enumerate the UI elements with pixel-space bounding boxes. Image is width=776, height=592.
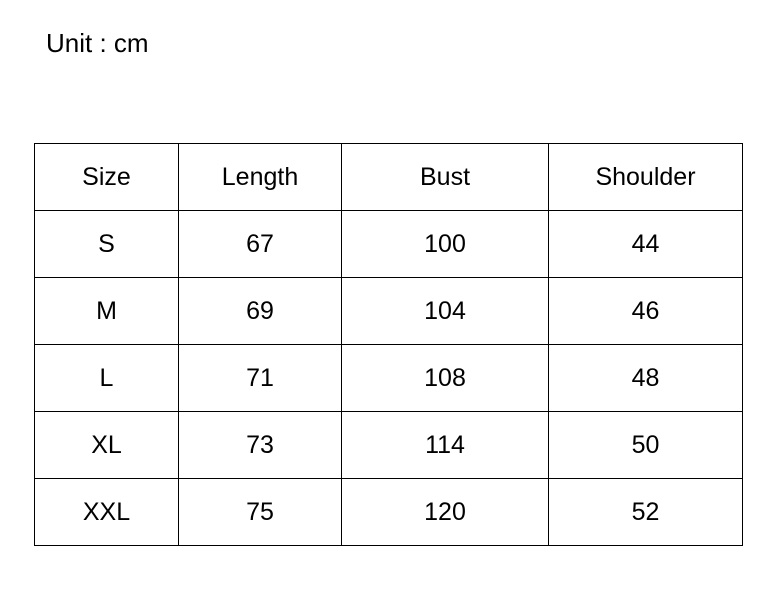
column-header: Shoulder <box>548 143 743 211</box>
table-cell: 46 <box>548 277 743 345</box>
table-row: XL 73 114 50 <box>34 411 743 479</box>
table-cell: 108 <box>341 344 549 412</box>
table-row: M 69 104 46 <box>34 277 743 345</box>
table-cell: M <box>34 277 179 345</box>
table-cell: 100 <box>341 210 549 278</box>
table-cell: 73 <box>178 411 342 479</box>
table-cell: 50 <box>548 411 743 479</box>
table-cell: 52 <box>548 478 743 546</box>
table-cell: 67 <box>178 210 342 278</box>
table-cell: XXL <box>34 478 179 546</box>
header-row: Size Length Bust Shoulder <box>34 143 743 211</box>
table-row: S 67 100 44 <box>34 210 743 278</box>
table-cell: L <box>34 344 179 412</box>
table-cell: S <box>34 210 179 278</box>
table-cell: 114 <box>341 411 549 479</box>
table-cell: 44 <box>548 210 743 278</box>
table-row: L 71 108 48 <box>34 344 743 412</box>
table-cell: XL <box>34 411 179 479</box>
table-cell: 71 <box>178 344 342 412</box>
table-cell: 69 <box>178 277 342 345</box>
column-header: Length <box>178 143 342 211</box>
table-cell: 104 <box>341 277 549 345</box>
column-header: Size <box>34 143 179 211</box>
unit-label: Unit : cm <box>46 28 149 58</box>
table-cell: 120 <box>341 478 549 546</box>
table-row: XXL 75 120 52 <box>34 478 743 546</box>
table-cell: 75 <box>178 478 342 546</box>
size-chart-table: Size Length Bust Shoulder S 67 100 44 M 69 104 46 L… <box>34 143 743 546</box>
table-cell: 48 <box>548 344 743 412</box>
column-header: Bust <box>341 143 549 211</box>
